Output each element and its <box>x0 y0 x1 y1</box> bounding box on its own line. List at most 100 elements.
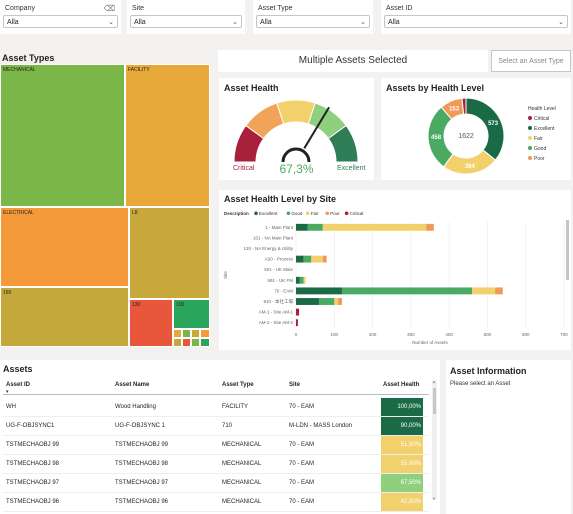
table-row[interactable]: UG-F-OBJSYNC1 UG-F-OBJSYNC 1 710 M-LDN - MA… <box>3 417 429 436</box>
bar-segment-fair[interactable] <box>334 298 339 305</box>
health-by-site-chart: Description Excellent Good Fair Poor Critical… <box>223 211 569 345</box>
x-tick-label: 400 <box>445 332 453 337</box>
scrollbar-thumb[interactable] <box>433 388 436 414</box>
asset-health-title: Asset Health <box>224 83 279 93</box>
treemap-tile-l8[interactable]: L8 <box>129 207 210 299</box>
treemap-tile-130[interactable]: 130 <box>129 299 173 347</box>
bar-segment-fair[interactable] <box>322 223 427 231</box>
table-scrollbar[interactable]: ▲ ▼ <box>432 379 437 501</box>
donut-data-label: 153 <box>449 106 460 112</box>
bar-segment-good[interactable] <box>299 276 304 284</box>
treemap-tile-small[interactable] <box>182 329 191 338</box>
chart-scrollbar-thumb[interactable] <box>566 220 569 280</box>
asset-type-dropdown[interactable]: Alla ⌄ <box>256 15 370 28</box>
health-gauge <box>233 99 359 163</box>
cell-health: 100,00% <box>381 398 423 416</box>
cell-type: MECHANICAL <box>222 461 262 467</box>
cell-type: MECHANICAL <box>222 499 262 505</box>
bar-segment-good[interactable] <box>341 287 473 295</box>
chart-legend-title: Description <box>224 211 249 216</box>
chart-legend-fair[interactable]: Fair <box>311 211 319 216</box>
treemap-tile-small[interactable] <box>200 338 210 347</box>
bar-segment-excellent[interactable] <box>296 298 319 305</box>
bar-segment-poor[interactable] <box>338 298 342 305</box>
legend-dot-icon <box>306 211 310 216</box>
asset-id-dropdown[interactable]: Alla ⌄ <box>384 15 568 28</box>
table-row[interactable]: TSTMECHAOBJ 97 TSTMECHAOBJ 97 MECHANICAL 70… <box>3 474 429 493</box>
bar-segment-fair[interactable] <box>311 255 323 263</box>
treemap-tile-small[interactable] <box>173 329 182 338</box>
treemap-tile-small[interactable] <box>182 338 191 347</box>
col-asset-id[interactable]: Asset ID <box>6 382 31 388</box>
legend-item-poor[interactable]: Poor <box>528 154 570 164</box>
cell-type: 710 <box>222 423 233 429</box>
chart-legend-good[interactable]: Good <box>291 211 303 216</box>
treemap-tile-small[interactable] <box>191 338 200 347</box>
slicer-label: Asset Type <box>258 5 293 12</box>
legend-item-good[interactable]: Good <box>528 144 570 154</box>
chart-legend-excellent[interactable]: Excellent <box>259 211 278 216</box>
tile-label: 160 <box>3 290 12 296</box>
bar-segment-excellent[interactable] <box>296 223 308 231</box>
chevron-down-icon: ⌄ <box>232 19 238 26</box>
bar-segment-poor[interactable] <box>426 223 434 231</box>
scroll-down-icon[interactable]: ▼ <box>432 496 436 501</box>
legend-item-excellent[interactable]: Excellent <box>528 124 570 134</box>
table-row[interactable]: TSTMECHAOBJ 96 TSTMECHAOBJ 96 MECHANICAL 70… <box>3 493 429 512</box>
cell-health: 67,50% <box>381 474 423 492</box>
treemap-tile-small[interactable] <box>191 329 200 338</box>
y-tick-label: 70 - EAM <box>274 288 293 293</box>
x-tick-label: 300 <box>407 332 415 337</box>
table-row[interactable]: WH Wood Handling FACILITY 70 - EAM 100,00% <box>3 398 429 417</box>
donut-slice-excellent[interactable] <box>465 97 505 161</box>
dropdown-value: Alla <box>7 19 19 26</box>
table-row[interactable]: TSTMECHAOBJ 99 TSTMECHAOBJ 99 MECHANICAL 70… <box>3 436 429 455</box>
treemap-tile-electrical[interactable]: ELECTRICAL <box>0 207 129 287</box>
bar-segment-critical[interactable] <box>296 308 300 316</box>
bar-segment-fair[interactable] <box>472 287 496 295</box>
treemap-tile-100[interactable]: 100 <box>173 299 210 329</box>
col-asset-health[interactable]: Asset Health <box>383 382 420 388</box>
table-row[interactable]: TSTMECHAOBJ 98 TSTMECHAOBJ 98 MECHANICAL 70… <box>3 455 429 474</box>
chart-legend-critical[interactable]: Critical <box>350 211 364 216</box>
legend-item-fair[interactable]: Fair <box>528 134 570 144</box>
treemap-tile-small[interactable] <box>200 329 210 338</box>
donut-slice-good[interactable] <box>427 106 454 168</box>
site-dropdown[interactable]: Alla ⌄ <box>130 15 242 28</box>
bar-segment-good[interactable] <box>303 255 312 263</box>
bar-segment-fair[interactable] <box>303 276 306 284</box>
bar-segment-good[interactable] <box>307 223 323 231</box>
slicer-label: Site <box>132 5 145 12</box>
treemap-tile-small[interactable] <box>173 338 182 347</box>
legend-title: Health Level <box>528 106 556 112</box>
donut-legend: Critical Excellent Fair Good Poor <box>528 114 570 164</box>
bar-segment-poor[interactable] <box>322 255 327 263</box>
chevron-down-icon: ⌄ <box>108 19 114 26</box>
company-dropdown[interactable]: Alla ⌄ <box>3 15 118 28</box>
y-tick-label: 101 - NA Main Plant <box>253 235 294 240</box>
col-asset-name[interactable]: Asset Name <box>115 382 150 388</box>
bar-segment-excellent[interactable] <box>296 276 300 284</box>
col-asset-type[interactable]: Asset Type <box>222 382 254 388</box>
cell-site: M-LDN - MASS London <box>289 423 353 429</box>
bar-segment-excellent[interactable] <box>296 255 304 263</box>
treemap-tile-mechanical[interactable]: MECHANICAL <box>0 64 125 207</box>
bar-segment-excellent[interactable] <box>296 287 342 295</box>
chart-legend-poor[interactable]: Poor <box>330 211 340 216</box>
eraser-icon[interactable]: ⌫ <box>103 4 115 13</box>
dropdown-value: Alla <box>134 19 146 26</box>
legend-item-critical[interactable]: Critical <box>528 114 570 124</box>
treemap-tile-160[interactable]: 160 <box>0 287 129 347</box>
bar-segment-critical[interactable] <box>296 319 298 327</box>
gauge-needle <box>303 106 330 149</box>
bar-segment-good[interactable] <box>318 298 335 305</box>
chart-title: Asset Health Level by Site <box>224 194 337 204</box>
cell-health: 42,50% <box>381 493 423 511</box>
col-site[interactable]: Site <box>289 382 301 388</box>
bar-segment-poor[interactable] <box>495 287 503 295</box>
chevron-down-icon: ⌄ <box>558 19 564 26</box>
scroll-up-icon[interactable]: ▲ <box>432 379 436 384</box>
select-asset-type-button[interactable]: Select an Asset Type <box>491 50 571 72</box>
treemap-tile-facility[interactable]: FACILITY <box>125 64 210 207</box>
cell-site: 70 - EAM <box>289 480 315 486</box>
